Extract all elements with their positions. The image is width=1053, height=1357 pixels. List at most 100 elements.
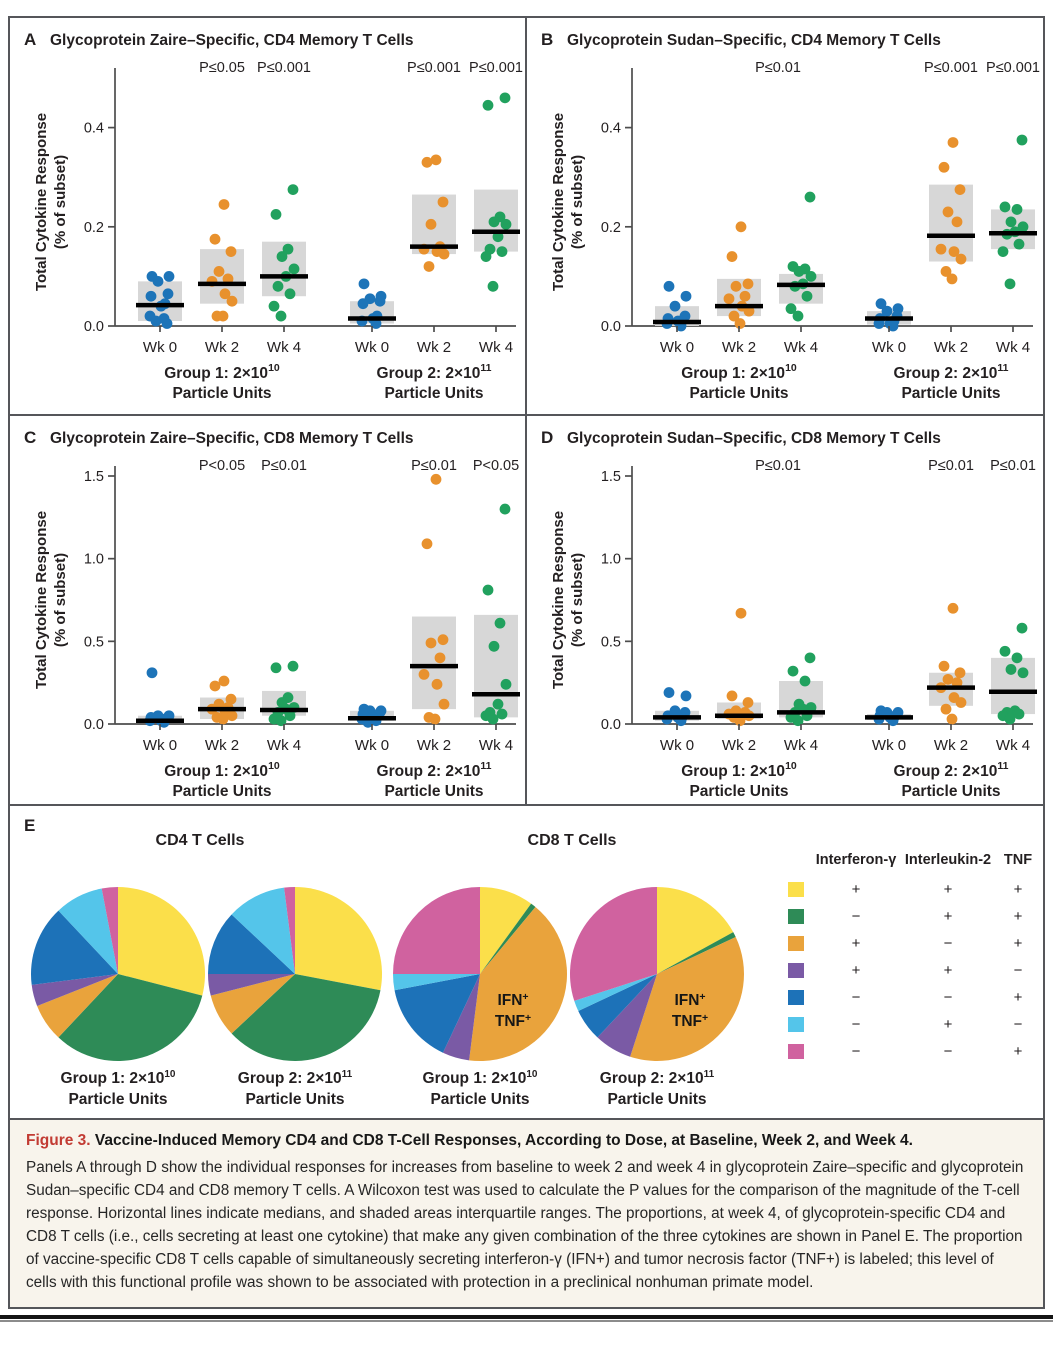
x-tick-label: Wk 2 [933, 737, 967, 754]
data-point [804, 191, 815, 203]
data-point [951, 677, 962, 689]
pie-slice [208, 914, 295, 974]
x-tick-label: Wk 0 [871, 339, 905, 356]
legend-sign: + [851, 881, 861, 898]
pie-slice [394, 974, 480, 1053]
group-label: Group 1: 2×1010 [164, 362, 280, 382]
data-point [488, 640, 500, 652]
x-tick-label: Wk 0 [355, 339, 389, 356]
y-tick-label: 1.5 [600, 469, 620, 485]
y-axis-label: (% of subset) [52, 553, 69, 647]
data-point [1004, 278, 1015, 290]
data-point [209, 233, 221, 245]
data-point [999, 201, 1010, 213]
x-tick-label: Wk 4 [479, 339, 513, 356]
group-label-line2: Particle Units [384, 783, 483, 800]
p-value-label: P≤0.01 [990, 458, 1036, 474]
data-point [425, 637, 437, 649]
data-point [496, 246, 508, 257]
panel-a: A Glycoprotein Zaire–Specific, CD4 Memory… [10, 18, 527, 414]
data-point [739, 290, 750, 302]
p-value-label: P≤0.01 [755, 60, 801, 76]
data-point [793, 266, 804, 277]
legend-sign: + [943, 908, 953, 925]
legend-swatch-cell [788, 903, 812, 930]
x-tick-label: Wk 4 [995, 339, 1029, 356]
data-point [1005, 664, 1016, 675]
data-point [225, 693, 237, 705]
data-point [438, 698, 450, 710]
data-point [1011, 652, 1022, 664]
data-point [272, 280, 284, 292]
data-point [487, 713, 499, 725]
data-point [421, 156, 433, 168]
data-point [734, 715, 745, 727]
data-point [734, 318, 745, 329]
pie-group-label: Group 1: 2×1010 Particle Units [422, 1069, 538, 1108]
data-point [275, 310, 287, 322]
data-point [282, 243, 294, 255]
legend-sign: + [851, 935, 861, 952]
p-value-label: P≤0.01 [261, 458, 307, 474]
data-point [425, 218, 437, 230]
y-tick-label: 0.0 [84, 717, 104, 733]
x-tick-label: Wk 2 [205, 737, 239, 754]
data-point [431, 678, 443, 690]
p-value-label: P<0.05 [199, 458, 245, 474]
data-point [680, 690, 691, 702]
data-point [735, 221, 746, 233]
data-point [374, 295, 386, 307]
y-tick-label: 0.4 [600, 121, 620, 137]
cd8-section-title: CD8 T Cells [527, 832, 617, 849]
x-tick-label: Wk 4 [267, 737, 301, 754]
p-value-label: P≤0.001 [924, 60, 978, 76]
group-label: Group 2: 2×1011 [377, 760, 492, 780]
legend-sign: − [851, 1043, 861, 1060]
data-point [217, 310, 229, 322]
data-point [787, 665, 798, 677]
y-tick-label: 0.2 [84, 220, 104, 236]
pie-slice [231, 974, 381, 1061]
pie-slice [284, 887, 295, 974]
legend-color-swatch [788, 882, 804, 897]
pie-slice [393, 887, 480, 974]
x-tick-label: Wk 4 [995, 737, 1029, 754]
legend-sign: + [1013, 908, 1023, 925]
x-tick-label: Wk 4 [783, 339, 817, 356]
legend-sign: − [1013, 962, 1023, 979]
data-point [951, 216, 962, 228]
data-point [946, 713, 957, 725]
pie-group-label: Group 1: 2×1010 Particle Units [60, 1069, 176, 1108]
data-point [284, 710, 296, 722]
panel-c-chart: C Glycoprotein Zaire–Specific, CD8 Memory… [24, 428, 520, 800]
data-point [226, 710, 238, 722]
data-point [742, 278, 753, 290]
data-point [482, 99, 494, 111]
data-point [792, 715, 803, 727]
legend-swatch-cell [788, 1011, 812, 1038]
p-value-label: P≤0.01 [411, 458, 457, 474]
legend-sign: + [1013, 1043, 1023, 1060]
legend-header: Interferon-γ [815, 852, 897, 868]
legend-color-swatch [788, 936, 804, 951]
data-point [150, 315, 162, 327]
data-point [942, 206, 953, 218]
bottom-rule-thick [0, 1314, 1053, 1319]
data-point [434, 652, 446, 664]
panel-c: C Glycoprotein Zaire–Specific, CD8 Memory… [10, 416, 527, 804]
x-tick-label: Wk 0 [659, 339, 693, 356]
cytokine-legend: Interferon-γ Interleukin-2 TNF + + + − + + + − + + + −… [788, 852, 1040, 1065]
y-axis-label: Total Cytokine Response [550, 511, 567, 689]
pie-slice [231, 887, 295, 974]
data-point [942, 673, 953, 685]
data-point [423, 261, 435, 272]
data-point [954, 184, 965, 196]
data-point [494, 617, 506, 629]
data-point [287, 660, 299, 672]
data-point [792, 310, 803, 322]
data-point [429, 713, 441, 725]
data-point [669, 300, 680, 312]
legend-header: TNF [1003, 852, 1033, 868]
bottom-rule-thin [0, 1319, 1053, 1322]
data-point [492, 698, 504, 710]
